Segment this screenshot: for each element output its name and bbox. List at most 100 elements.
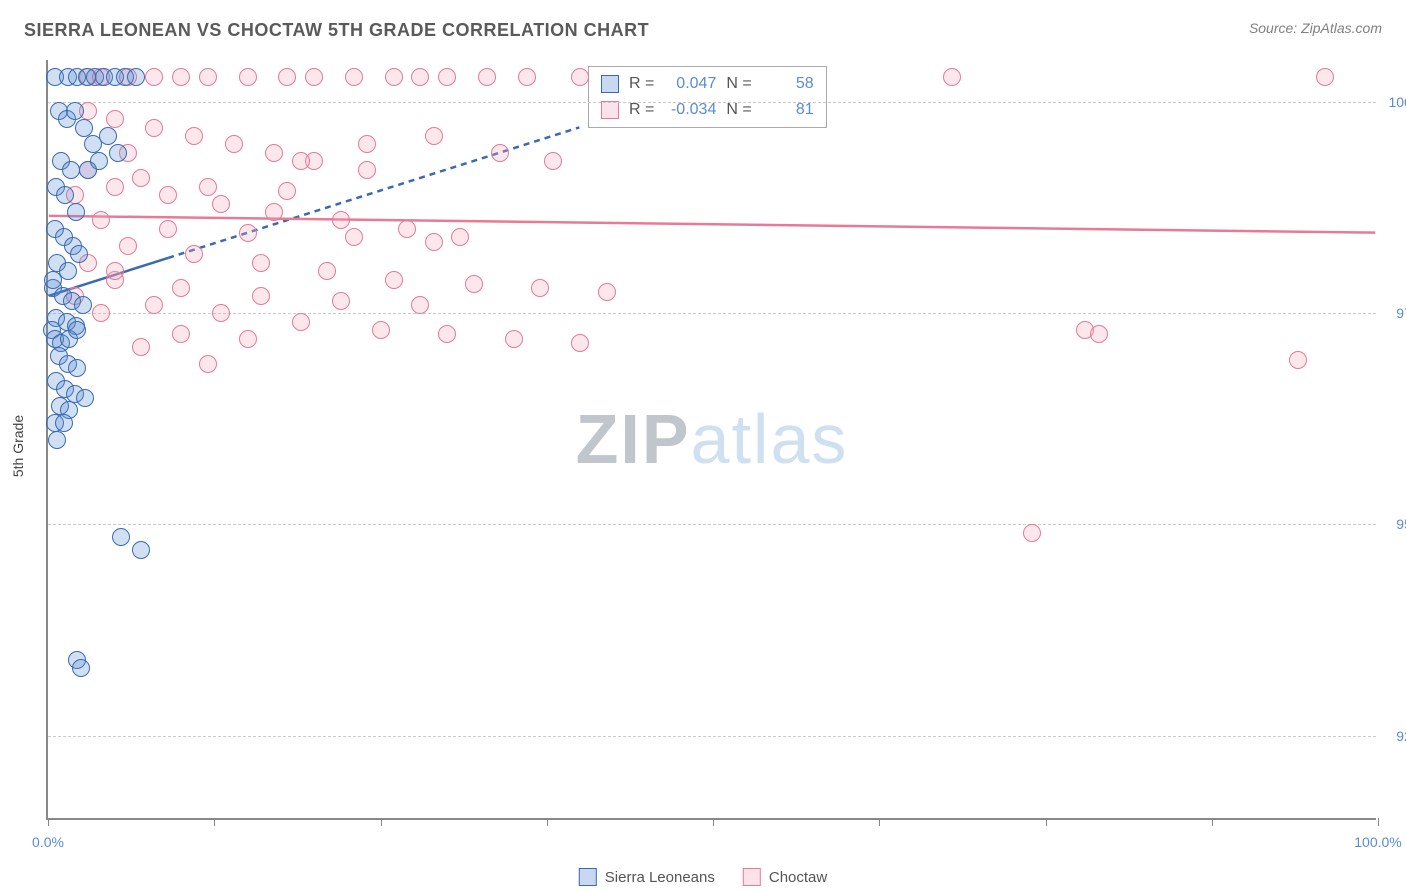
data-point-choctaw <box>372 321 390 339</box>
data-point-choctaw <box>185 127 203 145</box>
data-point-choctaw <box>358 161 376 179</box>
data-point-choctaw <box>239 330 257 348</box>
data-point-choctaw <box>106 178 124 196</box>
data-point-choctaw <box>225 135 243 153</box>
data-point-choctaw <box>451 228 469 246</box>
data-point-choctaw <box>106 110 124 128</box>
data-point-choctaw <box>265 144 283 162</box>
data-point-choctaw <box>212 304 230 322</box>
stat-r-choctaw: -0.034 <box>664 101 716 119</box>
data-point-choctaw <box>491 144 509 162</box>
data-point-choctaw <box>332 292 350 310</box>
legend-label-choctaw: Choctaw <box>769 869 827 886</box>
swatch-choctaw <box>743 868 761 886</box>
data-point-choctaw <box>358 135 376 153</box>
data-point-choctaw <box>425 233 443 251</box>
watermark-part1: ZIP <box>576 400 691 478</box>
data-point-choctaw <box>172 279 190 297</box>
data-point-sierra <box>109 144 127 162</box>
x-tick <box>1212 818 1213 826</box>
scatter-plot: ZIPatlas R = 0.047 N = 58 R = -0.034 N =… <box>46 60 1376 820</box>
data-point-choctaw <box>465 275 483 293</box>
data-point-sierra <box>75 119 93 137</box>
y-axis-label: 5th Grade <box>10 415 26 477</box>
data-point-choctaw <box>278 68 296 86</box>
chart-title: SIERRA LEONEAN VS CHOCTAW 5TH GRADE CORR… <box>24 20 649 41</box>
data-point-choctaw <box>185 245 203 263</box>
data-point-choctaw <box>544 152 562 170</box>
data-point-choctaw <box>531 279 549 297</box>
trend-lines <box>48 60 1376 818</box>
x-tick <box>1378 818 1379 826</box>
data-point-sierra <box>72 659 90 677</box>
data-point-choctaw <box>92 304 110 322</box>
data-point-choctaw <box>132 338 150 356</box>
data-point-choctaw <box>132 169 150 187</box>
stat-r-sierra: 0.047 <box>664 75 716 93</box>
swatch-choctaw <box>601 101 619 119</box>
stats-row-choctaw: R = -0.034 N = 81 <box>589 97 826 123</box>
data-point-choctaw <box>292 152 310 170</box>
x-tick <box>48 818 49 826</box>
stats-row-sierra: R = 0.047 N = 58 <box>589 71 826 97</box>
data-point-choctaw <box>239 68 257 86</box>
data-point-choctaw <box>571 68 589 86</box>
data-point-choctaw <box>199 178 217 196</box>
data-point-choctaw <box>505 330 523 348</box>
data-point-sierra <box>112 528 130 546</box>
data-point-choctaw <box>1289 351 1307 369</box>
data-point-choctaw <box>159 186 177 204</box>
x-tick <box>713 818 714 826</box>
stat-n-choctaw: 81 <box>762 101 814 119</box>
data-point-choctaw <box>1090 325 1108 343</box>
data-point-choctaw <box>478 68 496 86</box>
data-point-choctaw <box>212 195 230 213</box>
data-point-sierra <box>66 102 84 120</box>
data-point-sierra <box>67 203 85 221</box>
legend-item-choctaw: Choctaw <box>743 868 827 886</box>
y-tick-label: 95.0% <box>1380 516 1406 532</box>
gridline <box>48 524 1376 525</box>
x-tick-label: 0.0% <box>32 834 64 850</box>
stat-label-n: N = <box>726 75 751 93</box>
data-point-choctaw <box>943 68 961 86</box>
legend-label-sierra: Sierra Leoneans <box>605 869 715 886</box>
data-point-choctaw <box>318 262 336 280</box>
data-point-choctaw <box>92 211 110 229</box>
data-point-choctaw <box>106 262 124 280</box>
data-point-choctaw <box>159 220 177 238</box>
data-point-choctaw <box>239 224 257 242</box>
data-point-choctaw <box>1316 68 1334 86</box>
data-point-choctaw <box>199 355 217 373</box>
stat-label-r: R = <box>629 75 654 93</box>
data-point-choctaw <box>598 283 616 301</box>
data-point-choctaw <box>305 68 323 86</box>
x-tick <box>381 818 382 826</box>
y-tick-label: 100.0% <box>1380 94 1406 110</box>
data-point-choctaw <box>398 220 416 238</box>
x-tick-label: 100.0% <box>1354 834 1401 850</box>
data-point-sierra <box>76 389 94 407</box>
swatch-sierra <box>601 75 619 93</box>
x-tick <box>214 818 215 826</box>
stats-legend-box: R = 0.047 N = 58 R = -0.034 N = 81 <box>588 66 827 128</box>
data-point-sierra <box>74 296 92 314</box>
data-point-choctaw <box>265 203 283 221</box>
watermark-part2: atlas <box>691 400 849 478</box>
data-point-sierra <box>99 127 117 145</box>
gridline <box>48 102 1376 103</box>
data-point-choctaw <box>385 271 403 289</box>
data-point-sierra <box>90 152 108 170</box>
data-point-choctaw <box>1023 524 1041 542</box>
data-point-choctaw <box>411 296 429 314</box>
data-point-sierra <box>48 431 66 449</box>
gridline <box>48 313 1376 314</box>
data-point-choctaw <box>278 182 296 200</box>
data-point-choctaw <box>145 68 163 86</box>
data-point-sierra <box>68 359 86 377</box>
data-point-choctaw <box>425 127 443 145</box>
data-point-choctaw <box>345 68 363 86</box>
data-point-choctaw <box>438 68 456 86</box>
data-point-choctaw <box>571 334 589 352</box>
data-point-sierra <box>56 186 74 204</box>
